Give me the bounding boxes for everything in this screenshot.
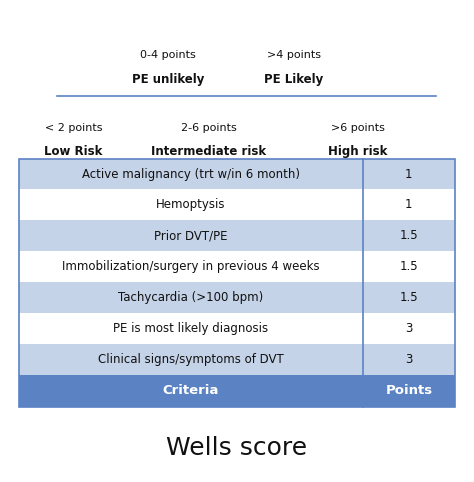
Text: Wells score: Wells score — [166, 436, 308, 460]
Text: Hemoptysis: Hemoptysis — [156, 199, 226, 211]
Text: PE Likely: PE Likely — [264, 73, 323, 86]
Text: 3: 3 — [405, 353, 412, 365]
Text: Intermediate risk: Intermediate risk — [151, 146, 266, 158]
Text: 1: 1 — [405, 199, 412, 211]
FancyBboxPatch shape — [19, 220, 455, 251]
FancyBboxPatch shape — [19, 251, 455, 282]
Text: PE unlikely: PE unlikely — [132, 73, 204, 86]
Text: Tachycardia (>100 bpm): Tachycardia (>100 bpm) — [118, 291, 264, 304]
Text: 1.5: 1.5 — [400, 229, 418, 242]
Text: Low Risk: Low Risk — [44, 146, 103, 158]
Text: Points: Points — [385, 385, 432, 397]
FancyBboxPatch shape — [19, 189, 455, 220]
Text: >6 points: >6 points — [331, 123, 385, 133]
Text: Immobilization/surgery in previous 4 weeks: Immobilization/surgery in previous 4 wee… — [62, 260, 319, 273]
Text: 0-4 points: 0-4 points — [140, 51, 196, 60]
Text: PE is most likely diagnosis: PE is most likely diagnosis — [113, 322, 268, 335]
FancyBboxPatch shape — [19, 159, 455, 189]
FancyBboxPatch shape — [19, 375, 455, 407]
Text: >4 points: >4 points — [267, 51, 321, 60]
Text: Active malignancy (trt w/in 6 month): Active malignancy (trt w/in 6 month) — [82, 168, 300, 180]
FancyBboxPatch shape — [19, 313, 455, 344]
Text: 1.5: 1.5 — [400, 291, 418, 304]
Text: < 2 points: < 2 points — [45, 123, 102, 133]
Text: Criteria: Criteria — [163, 385, 219, 397]
Text: 1: 1 — [405, 168, 412, 180]
FancyBboxPatch shape — [19, 344, 455, 375]
Text: High risk: High risk — [328, 146, 388, 158]
Text: 3: 3 — [405, 322, 412, 335]
Text: Prior DVT/PE: Prior DVT/PE — [154, 229, 228, 242]
Text: Clinical signs/symptoms of DVT: Clinical signs/symptoms of DVT — [98, 353, 283, 365]
Text: 1.5: 1.5 — [400, 260, 418, 273]
Text: 2-6 points: 2-6 points — [181, 123, 237, 133]
FancyBboxPatch shape — [19, 282, 455, 313]
